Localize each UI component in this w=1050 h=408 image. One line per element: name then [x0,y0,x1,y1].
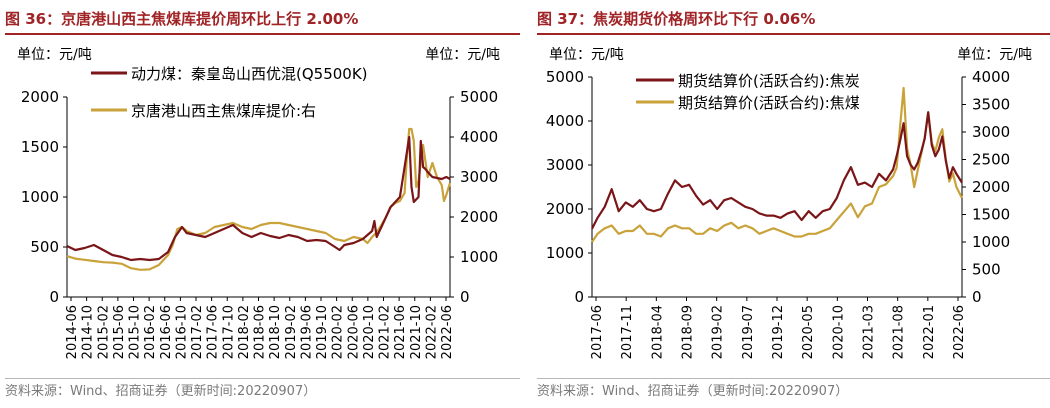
x-tick-label: 2020-10 [831,305,846,359]
x-tick-label: 2019-02 [711,305,726,359]
y-tick-label-left: 1000 [546,244,584,262]
x-tick-label: 2016-10 [174,305,189,359]
x-tick-label: 2021-10 [409,305,424,359]
source-note: 资料来源：Wind、招商证券（更新时间:20220907） [537,384,849,399]
y-tick-label-right: 3000 [972,123,1010,141]
x-tick-label: 2017-06 [206,305,221,359]
legend-label: 期货结算价(活跃合约):焦炭 [678,72,860,90]
legend-label: 动力煤：秦皇岛山西优混(Q5500K) [131,65,368,83]
x-tick-label: 2019-12 [771,305,786,359]
y-tick-label-left: 0 [574,288,584,306]
x-tick-label: 2015-02 [96,305,111,359]
y-tick-label-right: 1000 [460,248,498,266]
unit-label-left: 单位：元/吨 [549,47,624,63]
unit-label-right: 单位：元/吨 [957,47,1032,63]
y-tick-label-right: 1500 [972,206,1010,224]
x-tick-label: 2019-10 [315,305,330,359]
series-line [66,135,451,262]
series-line [66,127,452,271]
y-tick-label-right: 2000 [460,208,498,226]
x-tick-label: 2016-02 [143,305,158,359]
x-tick-label: 2018-10 [268,305,283,359]
x-tick-label: 2017-11 [620,305,635,359]
y-tick-label-right: 0 [460,288,470,306]
x-tick-label: 2021-06 [393,305,408,359]
unit-label-left: 单位：元/吨 [17,47,92,63]
line-chart: 0 500 1000 1500 2000 0 1000 2000 3000 4000 5000 201… [21,65,498,359]
source-divider [537,378,1050,379]
x-tick-label: 2022-06 [440,305,455,359]
y-tick-label-left: 2000 [21,88,59,106]
x-tick-label: 2021-03 [862,305,877,359]
y-tick-label-right: 5000 [460,88,498,106]
y-tick-label-right: 4000 [460,128,498,146]
x-tick-label: 2020-02 [331,305,346,359]
chart-panel-coking-coal: 图 36：京唐港山西主焦煤库提价周环比上行 2.00% 单位：元/吨 单位：元/… [5,0,520,408]
chart-panel-coke-futures: 图 37：焦炭期货价格周环比下行 0.06% 单位：元/吨 单位：元/吨 0 10… [537,0,1050,408]
y-tick-label-right: 3000 [460,168,498,186]
y-tick-label-right: 4000 [972,68,1010,86]
y-tick-label-left: 0 [49,288,59,306]
source-divider [5,378,520,379]
title-divider [5,33,520,35]
figure-title: 图 37：焦炭期货价格周环比下行 0.06% [537,10,816,28]
x-tick-label: 2019-07 [741,305,756,359]
x-tick-label: 2020-05 [801,305,816,359]
legend-label: 期货结算价(活跃合约):焦煤 [678,94,860,112]
y-tick-label-left: 4000 [546,112,584,130]
y-tick-label-left: 2000 [546,200,584,218]
x-tick-label: 2018-06 [253,305,268,359]
y-tick-label-right: 3500 [972,96,1010,114]
y-tick-label-right: 1000 [972,233,1010,251]
x-tick-label: 2022-01 [922,305,937,359]
x-tick-label: 2014-06 [65,305,80,359]
x-tick-label: 2022-06 [952,305,967,359]
y-tick-label-left: 1000 [21,188,59,206]
x-tick-label: 2014-10 [81,305,96,359]
series-line [591,111,963,230]
x-tick-label: 2018-09 [681,305,696,359]
y-tick-label-left: 1500 [21,138,59,156]
x-tick-label: 2020-06 [346,305,361,359]
y-tick-label-left: 5000 [546,68,584,86]
figure-title: 图 36：京唐港山西主焦煤库提价周环比上行 2.00% [5,10,359,28]
y-tick-label-right: 2000 [972,178,1010,196]
x-tick-label: 2018-02 [237,305,252,359]
y-tick-label-right: 500 [972,261,1001,279]
source-note: 资料来源：Wind、招商证券（更新时间:20220907） [5,384,317,399]
title-divider [537,33,1050,35]
y-tick-label-right: 0 [972,288,982,306]
x-tick-label: 2019-06 [299,305,314,359]
x-tick-label: 2021-08 [892,305,907,359]
y-tick-label-left: 500 [30,238,59,256]
x-tick-label: 2017-10 [221,305,236,359]
x-tick-label: 2016-06 [159,305,174,359]
y-tick-label-right: 2500 [972,151,1010,169]
legend-label: 京唐港山西主焦煤库提价:右 [131,102,316,120]
x-tick-label: 2020-10 [362,305,377,359]
line-chart: 0 1000 2000 3000 4000 5000 0 500 1000 1500 2000 250… [546,68,1010,359]
x-tick-label: 2019-02 [284,305,299,359]
x-tick-label: 2022-02 [424,305,439,359]
x-tick-label: 2018-04 [650,305,665,359]
x-tick-label: 2015-06 [112,305,127,359]
x-tick-label: 2017-02 [190,305,205,359]
x-tick-label: 2021-02 [378,305,393,359]
unit-label-right: 单位：元/吨 [425,47,500,63]
y-tick-label-left: 3000 [546,156,584,174]
x-tick-label: 2015-10 [128,305,143,359]
x-tick-label: 2017-06 [590,305,605,359]
